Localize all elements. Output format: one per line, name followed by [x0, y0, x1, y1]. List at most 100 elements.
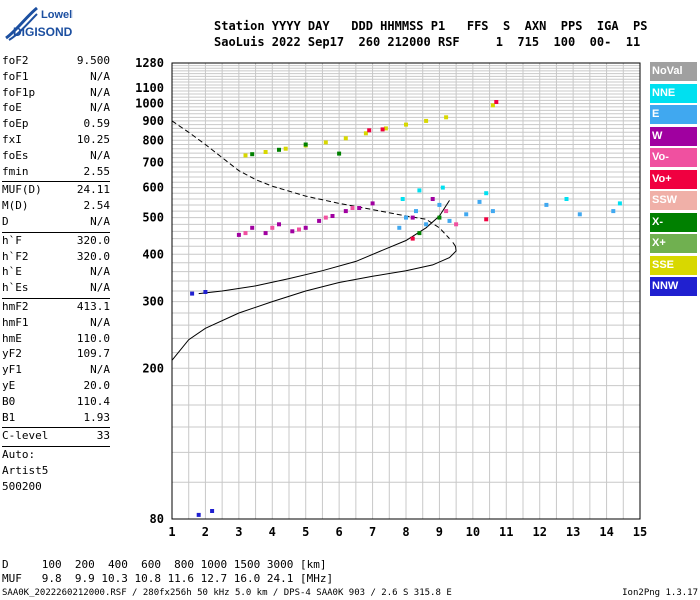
param-label: M(D) [2, 199, 29, 213]
echo-point [210, 509, 215, 513]
echo-point [343, 209, 348, 214]
lowell-digisonde-logo: Lowell DIGISONDE [3, 4, 80, 44]
param-value: 110.4 [76, 394, 110, 408]
x-tick-label: 9 [436, 525, 443, 539]
x-tick-label: 12 [532, 525, 546, 539]
param-label: Auto: [2, 448, 36, 462]
x-tick-label: 8 [402, 525, 409, 539]
echo-point [404, 122, 408, 127]
legend-item: Vo+ [650, 169, 697, 189]
panel-separator [2, 231, 110, 233]
param-row: h`F 320.0 [2, 234, 110, 250]
x-tick-label: 4 [269, 525, 276, 539]
param-label: foEs [2, 148, 29, 162]
param-label: fmin [2, 164, 29, 178]
x-tick-label: 10 [466, 525, 480, 539]
logo-line1: Lowell [41, 9, 73, 21]
x-tick-label: 5 [302, 525, 309, 539]
y-tick-label: 1280 [135, 56, 164, 70]
param-value: N/A [90, 281, 110, 295]
echo-point [464, 212, 469, 217]
param-value: 320.0 [76, 249, 110, 263]
param-row: hmF2 413.1 [2, 300, 110, 316]
param-row: foF1p N/A [2, 86, 110, 102]
echo-point [263, 150, 268, 154]
param-row: yE 20.0 [2, 379, 110, 395]
legend-item: E [650, 105, 697, 125]
echo-point [383, 126, 388, 131]
y-tick-label: 500 [142, 211, 164, 225]
param-row: C-level 33 [2, 429, 110, 445]
echo-point [484, 217, 489, 222]
param-label: hmF1 [2, 315, 29, 329]
param-value: N/A [90, 69, 110, 83]
file-footer: SAA0K_2022260212000.RSF / 280fx256h 50 k… [2, 588, 698, 598]
muf-row: MUF 9.8 9.9 10.3 10.8 11.6 12.7 16.0 24.… [2, 572, 334, 585]
o-trace-curve [198, 200, 450, 295]
y-tick-label: 1100 [135, 81, 164, 95]
legend-item: NNE [650, 83, 697, 103]
echo-point [430, 197, 435, 201]
echo-point [494, 100, 499, 104]
param-value: 9.500 [76, 54, 110, 67]
polarization-legend: NoVal NNE E W Vo- Vo+ SSW X- X+ SSE NNW [650, 62, 697, 299]
x-tick-label: 2 [202, 525, 209, 539]
param-value: 33 [96, 429, 110, 443]
profile-curve [171, 242, 457, 361]
footer-file-info: SAA0K_2022260212000.RSF / 280fx256h 50 k… [2, 588, 452, 598]
param-value: 24.11 [76, 183, 110, 197]
param-row: foF2 9.500 [2, 54, 110, 70]
echo-point [277, 147, 281, 152]
panel-separator [2, 297, 110, 299]
echo-point [357, 206, 362, 210]
param-row: Artist5 [2, 464, 110, 480]
echo-point [424, 222, 429, 227]
echo-point [323, 215, 328, 220]
echo-point [397, 225, 402, 230]
footer-version: Ion2Png 1.3.17 [622, 588, 698, 598]
param-label: foF1p [2, 85, 36, 99]
echo-point [370, 201, 375, 206]
echo-point [337, 151, 342, 156]
echo-point [367, 128, 372, 133]
x-tick-label: 13 [566, 525, 580, 539]
param-value: 413.1 [76, 299, 110, 313]
param-row: h`E N/A [2, 265, 110, 281]
parameter-panel: foF2 9.500 foF1 N/A foF1p N/A foE N/A foEp 0.59 fx… [2, 54, 110, 496]
x-tick-label: 6 [336, 525, 343, 539]
param-value: N/A [90, 148, 110, 162]
y-tick-label: 300 [142, 295, 164, 309]
logo-line2: DIGISONDE [13, 25, 73, 39]
echo-point [410, 215, 415, 220]
station-header: Station YYYY DAY DDD HHMMSS P1 FFS S AXN… [214, 18, 647, 50]
legend-item: SSW [650, 191, 697, 211]
param-label: MUF(D) [2, 183, 42, 197]
x-tick-label: 15 [633, 525, 647, 539]
x-tick-label: 3 [235, 525, 242, 539]
echo-point [363, 131, 368, 136]
param-row: h`Es N/A [2, 281, 110, 297]
param-row: hmE 110.0 [2, 332, 110, 348]
param-value: 10.25 [76, 132, 110, 146]
echo-point [297, 227, 301, 232]
param-label: yE [2, 378, 16, 392]
echo-point [263, 231, 268, 236]
distance-row: D 100 200 400 600 800 1000 1500 3000 [km… [2, 558, 327, 571]
param-label: foF1 [2, 69, 29, 83]
echo-point [243, 153, 248, 158]
echo-point [236, 232, 241, 237]
param-value: 110.0 [76, 331, 110, 345]
echo-point [437, 215, 442, 220]
echo-point [250, 225, 255, 230]
echo-point [250, 152, 255, 157]
param-value: 0.59 [83, 117, 111, 131]
panel-separator [2, 446, 110, 448]
echo-point [303, 142, 308, 147]
param-row: B0 110.4 [2, 395, 110, 411]
param-label: yF2 [2, 347, 22, 361]
param-label: 500200 [2, 479, 42, 493]
param-value: 20.0 [83, 378, 111, 392]
echo-point [410, 236, 415, 241]
panel-separator [2, 427, 110, 429]
